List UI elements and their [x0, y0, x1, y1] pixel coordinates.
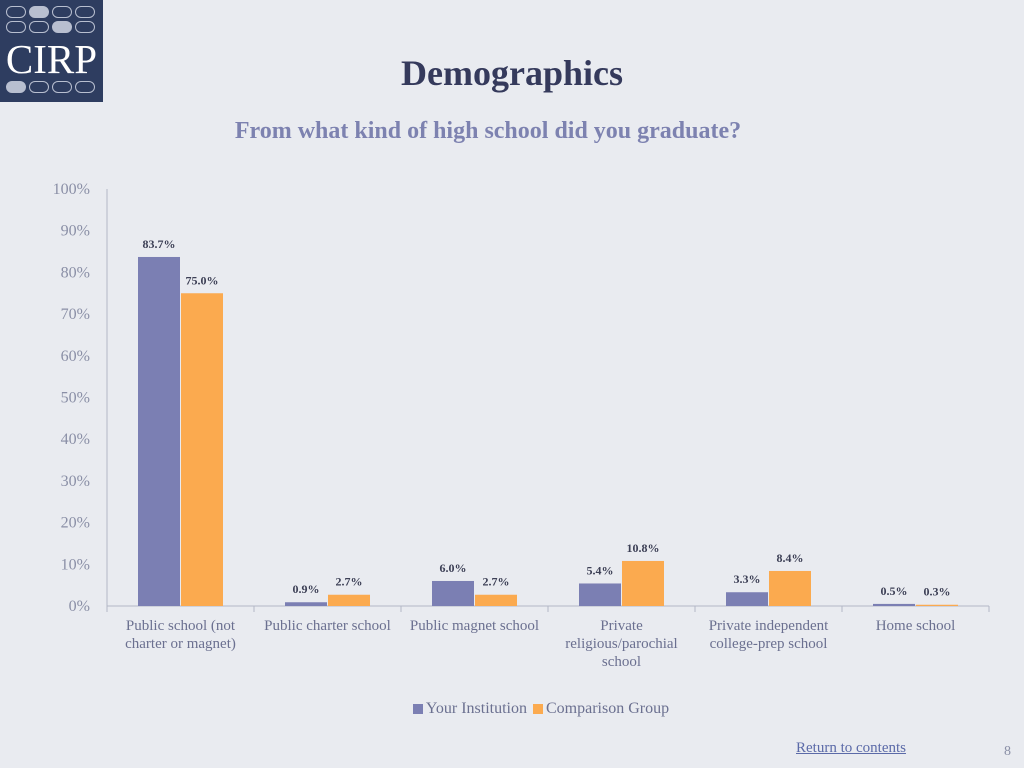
data-label: 75.0%	[186, 273, 219, 287]
legend-swatch-series-2	[532, 704, 543, 714]
data-label: 6.0%	[440, 561, 467, 575]
chart-subtitle: From what kind of high school did you gr…	[234, 118, 742, 144]
legend-label-series-2: Comparison Group	[545, 700, 670, 717]
bar	[285, 602, 327, 606]
cirp-logo: CIRP	[0, 0, 103, 102]
y-tick-label: 20%	[61, 515, 90, 532]
x-category-label: Private independent	[709, 618, 829, 634]
x-category-label: charter or magnet)	[125, 636, 236, 652]
return-to-contents-link[interactable]: Return to contents	[796, 740, 906, 756]
data-label: 83.7%	[143, 237, 176, 251]
bar	[622, 560, 664, 606]
x-category-label: school	[602, 654, 641, 670]
y-tick-label: 70%	[61, 306, 90, 323]
data-label: 3.3%	[734, 572, 761, 586]
bar	[769, 570, 811, 606]
data-label: 5.4%	[587, 563, 614, 577]
data-label: 0.9%	[293, 582, 320, 596]
bar	[726, 592, 768, 606]
bar	[328, 594, 370, 606]
x-category-label: Private	[600, 618, 643, 634]
legend-label-series-1: Your Institution	[425, 700, 527, 717]
y-tick-label: 40%	[61, 431, 90, 448]
data-label: 2.7%	[336, 575, 363, 589]
y-tick-label: 10%	[61, 556, 90, 573]
y-tick-label: 30%	[61, 473, 90, 490]
logo-text: CIRP	[5, 36, 98, 82]
page-title: Demographics	[401, 53, 623, 93]
x-category-label: Public school (not	[126, 618, 236, 634]
x-category-label: religious/parochial	[565, 636, 677, 652]
logo-circle-pattern	[6, 6, 98, 93]
bar	[138, 256, 180, 606]
x-category-label: Public magnet school	[410, 618, 539, 634]
data-label: 0.5%	[881, 584, 908, 598]
bar	[475, 594, 517, 606]
y-tick-label: 60%	[61, 348, 90, 365]
bar	[579, 583, 621, 606]
page-number: 8	[1004, 744, 1011, 759]
data-label: 2.7%	[483, 575, 510, 589]
x-category-label: Home school	[876, 618, 956, 634]
y-tick-label: 50%	[61, 390, 90, 407]
bar	[873, 603, 915, 606]
y-tick-label: 80%	[61, 264, 90, 281]
bar	[181, 293, 223, 606]
legend-item-your-institution: Your Institution	[412, 700, 527, 718]
legend-swatch-series-1	[412, 704, 423, 714]
legend-item-comparison-group: Comparison Group	[532, 700, 670, 718]
y-tick-label: 90%	[61, 223, 90, 240]
y-tick-label: 100%	[53, 181, 90, 198]
chart-legend: Your Institution Comparison Group	[0, 700, 1024, 719]
y-tick-label: 0%	[69, 598, 90, 615]
bar	[916, 604, 958, 606]
data-label: 0.3%	[924, 585, 951, 599]
x-category-label: Public charter school	[264, 618, 391, 634]
x-category-label: college-prep school	[710, 636, 828, 652]
data-label: 8.4%	[777, 551, 804, 565]
data-label: 10.8%	[627, 541, 660, 555]
bar	[432, 580, 474, 606]
